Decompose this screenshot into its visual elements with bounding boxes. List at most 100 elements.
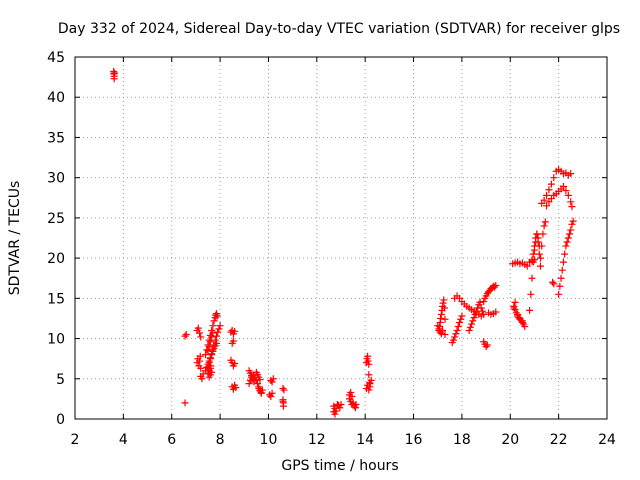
data-point (210, 317, 218, 325)
data-point (437, 310, 445, 318)
data-point (268, 389, 276, 397)
data-point (231, 359, 239, 367)
data-point (556, 282, 564, 290)
data-point (559, 258, 567, 266)
data-point (540, 196, 548, 204)
data-point (336, 404, 344, 412)
data-point (440, 296, 448, 304)
x-tick-label: 10 (260, 432, 278, 448)
x-tick-label: 20 (501, 432, 519, 448)
data-point (331, 410, 339, 418)
data-point (469, 317, 477, 325)
data-point (440, 304, 448, 312)
data-point (441, 331, 449, 339)
data-point (367, 376, 375, 384)
data-point (212, 311, 220, 319)
data-point (528, 256, 536, 264)
data-point (492, 308, 500, 316)
x-tick-label: 18 (453, 432, 471, 448)
y-tick-label: 10 (47, 332, 65, 348)
data-point (539, 230, 547, 238)
data-point (547, 180, 555, 188)
data-point (562, 242, 570, 250)
y-tick-label: 0 (56, 412, 65, 428)
data-point (365, 386, 373, 394)
data-point (483, 341, 491, 349)
data-point (540, 222, 548, 230)
y-tick-label: 35 (47, 130, 65, 146)
data-point (458, 312, 466, 320)
x-tick-label: 8 (216, 432, 225, 448)
y-tick-label: 25 (47, 211, 65, 227)
data-point (561, 250, 569, 258)
data-point (441, 315, 449, 323)
data-point (439, 327, 447, 335)
data-point (216, 322, 224, 330)
data-point (268, 378, 276, 386)
data-point (207, 362, 215, 370)
data-point (208, 333, 216, 341)
grid (75, 57, 607, 419)
data-point (208, 350, 216, 358)
data-point (527, 290, 535, 298)
data-point (511, 298, 519, 306)
data-point (206, 355, 214, 363)
data-point (256, 376, 264, 384)
data-point (541, 218, 549, 226)
data-point (209, 346, 217, 354)
data-point (492, 281, 500, 289)
data-point (451, 333, 459, 341)
x-tick-label: 14 (356, 432, 374, 448)
data-point (528, 274, 536, 282)
data-point (468, 320, 476, 328)
data-point (567, 226, 575, 234)
data-point (514, 310, 522, 318)
data-point (202, 351, 210, 359)
data-point (511, 306, 519, 314)
x-tick-label: 12 (308, 432, 326, 448)
x-axis-label: GPS time / hours (281, 458, 398, 474)
data-point (245, 380, 253, 388)
data-point (566, 230, 574, 238)
data-point (439, 299, 447, 307)
x-tick-label: 24 (598, 432, 616, 448)
data-point (550, 174, 558, 182)
data-point (537, 254, 544, 262)
data-point (478, 307, 486, 315)
data-point (537, 262, 544, 270)
data-point (470, 314, 478, 322)
data-point (557, 274, 565, 282)
data-point (457, 315, 465, 323)
data-point (206, 338, 214, 346)
data-point (209, 329, 217, 337)
data-point (482, 343, 490, 351)
data-point (521, 322, 529, 330)
data-point (434, 322, 442, 330)
data-point (111, 69, 119, 77)
data-point (559, 183, 567, 191)
data-point (254, 380, 262, 388)
data-point (198, 375, 206, 383)
data-point (205, 359, 213, 367)
data-point (205, 343, 213, 351)
data-point (196, 352, 204, 360)
data-point (209, 322, 217, 330)
data-point (347, 397, 355, 405)
data-point (435, 325, 443, 333)
data-point (543, 191, 551, 199)
x-tick-label: 4 (119, 432, 128, 448)
data-point (555, 290, 563, 298)
data-point (197, 364, 205, 372)
data-point (196, 329, 204, 337)
data-point (211, 336, 219, 344)
x-tick-label: 22 (550, 432, 568, 448)
data-point (337, 401, 345, 409)
x-tick-label: 2 (71, 432, 80, 448)
data-point (472, 307, 480, 315)
data-point (558, 266, 566, 274)
data-point (181, 332, 189, 340)
data-point (471, 310, 479, 318)
data-point (453, 327, 461, 335)
